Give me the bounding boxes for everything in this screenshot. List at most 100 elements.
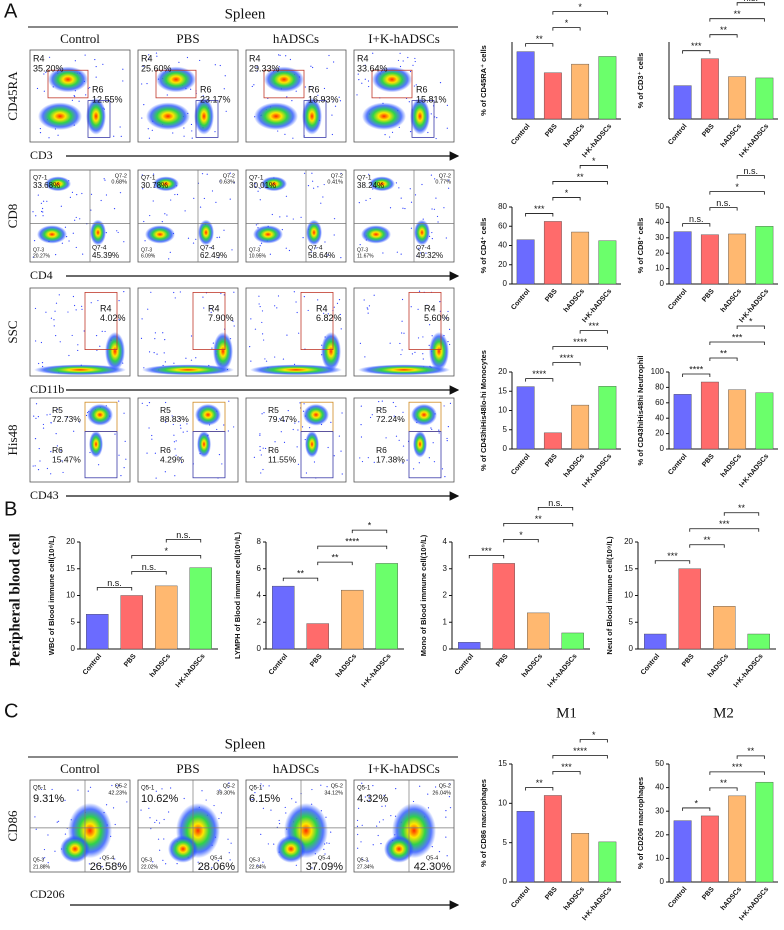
significance-bracket (689, 528, 760, 532)
event-dot (71, 334, 73, 337)
event-dot (141, 83, 143, 85)
x-tick-label: hADSCs (563, 886, 586, 912)
x-tick-label: PBS (701, 886, 716, 902)
bar (598, 386, 617, 450)
event-dot (174, 193, 176, 196)
gate-label: 25.60% (141, 63, 172, 73)
y-tick-label: 0 (629, 644, 634, 653)
event-dot (364, 78, 366, 80)
event-dot (219, 789, 221, 791)
event-dot (148, 807, 150, 809)
event-dot (166, 94, 168, 96)
event-dot (62, 471, 64, 474)
event-dot (285, 195, 288, 197)
event-dot (325, 310, 327, 312)
event-dot (295, 801, 297, 803)
x-tick-label: I+K-hADSCs (175, 653, 207, 689)
gate-label: 30.78% (141, 181, 168, 190)
x-tick-label: hADSCs (707, 653, 730, 679)
gate-label: R4 (100, 303, 112, 313)
y-axis-label: % of CD3⁺ cells (636, 53, 645, 109)
significance-bracket (552, 27, 581, 31)
gate (84, 431, 118, 479)
event-dot (213, 804, 215, 807)
y-axis-label: Neut of Blood immune cell(10⁹/L) (605, 536, 614, 655)
density-blob (253, 225, 283, 244)
gate-label: 88.83% (160, 414, 189, 424)
x-tick-label: Control (667, 453, 688, 477)
event-dot (166, 214, 168, 216)
event-dot (363, 299, 365, 301)
event-dot (431, 208, 433, 210)
x-tick-label: I+K-hADSCs (581, 288, 613, 324)
gate-label: R5 (52, 405, 63, 415)
event-dot (292, 218, 294, 220)
event-dot (417, 337, 420, 339)
event-dot (253, 84, 255, 86)
event-dot (191, 137, 193, 139)
significance-bracket (723, 512, 760, 516)
event-dot (395, 435, 398, 437)
event-dot (418, 247, 420, 249)
event-dot (219, 180, 221, 182)
event-dot (201, 790, 203, 792)
event-dot (216, 236, 218, 239)
event-dot (323, 87, 326, 90)
density-blob (156, 66, 196, 93)
density-blob (429, 332, 449, 371)
event-dot (286, 215, 288, 217)
bar (673, 231, 692, 285)
event-dot (50, 451, 52, 453)
event-dot (317, 94, 319, 96)
event-dot (151, 438, 153, 440)
y-tick-label: 0 (503, 877, 508, 886)
event-dot (42, 423, 45, 426)
event-dot (364, 64, 366, 66)
flow-plot-frame (137, 397, 239, 483)
event-dot (254, 328, 257, 330)
x-tick-label: I+K-hADSCs (733, 653, 765, 689)
x-tick-label: PBS (495, 653, 510, 669)
bar (543, 795, 562, 883)
y-tick-label: 40 (655, 218, 664, 227)
x-tick-label: PBS (544, 123, 559, 139)
gate-label: R6 (376, 445, 387, 455)
event-dot (159, 849, 161, 851)
event-dot (157, 838, 160, 840)
event-dot (39, 132, 42, 134)
event-dot (396, 251, 398, 253)
event-dot (83, 330, 85, 332)
significance-bracket (709, 18, 765, 22)
event-dot (45, 311, 47, 313)
bar (644, 633, 667, 650)
event-dot (389, 136, 391, 138)
event-dot (164, 421, 167, 423)
density-blob (276, 835, 306, 863)
y-axis-label: % of CD8⁺ cells (636, 218, 645, 274)
event-dot (364, 796, 366, 798)
event-dot (38, 362, 40, 365)
x-tick-label: I+K-hADSCs (738, 886, 770, 922)
event-dot (361, 82, 363, 84)
event-dot (89, 86, 91, 89)
significance-bracket (351, 529, 388, 534)
event-dot (367, 312, 369, 314)
y-tick-label: 30 (655, 806, 664, 815)
event-dot (206, 173, 208, 175)
density-blob (198, 219, 214, 246)
x-tick-label: PBS (309, 653, 324, 669)
event-dot (66, 416, 69, 418)
event-dot (401, 332, 403, 334)
gate-label: 49.32% (416, 251, 443, 260)
x-tick-label: hADSCs (720, 288, 743, 314)
significance-bracket (525, 378, 554, 382)
event-dot (367, 308, 369, 310)
event-dot (95, 334, 98, 337)
x-tick-label: Control (667, 886, 688, 910)
y-tick-label: 5 (503, 838, 508, 847)
column-header: PBS (176, 761, 199, 776)
event-dot (402, 207, 404, 209)
event-dot (265, 360, 268, 362)
event-dot (88, 863, 90, 865)
event-dot (41, 207, 44, 210)
